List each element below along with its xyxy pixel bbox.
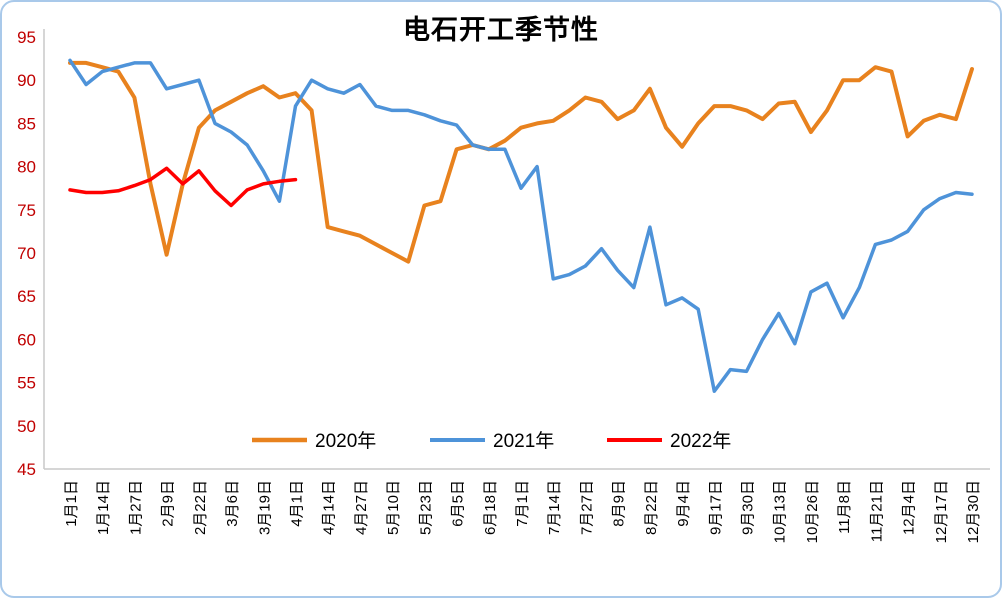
y-tick-label: 95: [17, 28, 36, 47]
y-tick-label: 75: [17, 201, 36, 220]
x-tick-label: 12月17日: [933, 480, 950, 543]
legend-label-1: 2021年: [493, 430, 554, 452]
legend-label-2: 2022年: [670, 430, 731, 452]
x-tick-label: 6月5日: [450, 480, 467, 527]
y-tick-label: 45: [17, 460, 36, 479]
x-tick-label: 5月10日: [385, 480, 402, 535]
y-tick-label: 55: [17, 374, 36, 393]
x-tick-label: 10月13日: [772, 480, 789, 543]
y-tick-label: 80: [17, 158, 36, 177]
x-tick-label: 8月9日: [611, 480, 628, 527]
x-tick-label: 7月1日: [514, 480, 531, 527]
y-tick-label: 60: [17, 330, 36, 349]
x-tick-label: 1月14日: [95, 480, 112, 535]
x-tick-label: 7月27日: [578, 480, 595, 535]
x-tick-label: 12月4日: [901, 480, 918, 535]
x-tick-label: 11月8日: [836, 480, 853, 534]
x-tick-label: 8月22日: [643, 480, 660, 535]
y-tick-label: 65: [17, 287, 36, 306]
y-tick-label: 85: [17, 114, 36, 133]
x-tick-label: 6月18日: [482, 480, 499, 535]
x-tick-label: 11月21日: [868, 480, 885, 542]
x-tick-label: 10月26日: [804, 480, 821, 543]
legend-label-0: 2020年: [315, 430, 376, 452]
x-tick-label: 1月1日: [63, 480, 80, 527]
x-tick-label: 9月30日: [740, 480, 757, 535]
x-tick-label: 7月14日: [546, 480, 563, 535]
x-tick-label: 4月1日: [289, 480, 306, 527]
x-tick-label: 3月6日: [224, 480, 241, 527]
x-tick-label: 5月23日: [417, 480, 434, 535]
series-line-1: [68, 58, 974, 393]
y-tick-label: 90: [17, 71, 36, 90]
x-tick-label: 4月14日: [321, 480, 338, 535]
x-tick-label: 12月30日: [965, 480, 982, 543]
x-tick-label: 2月9日: [160, 480, 177, 527]
x-tick-label: 2月22日: [192, 480, 209, 535]
x-tick-label: 4月27日: [353, 480, 370, 535]
x-tick-label: 3月19日: [256, 480, 273, 535]
x-tick-label: 9月17日: [707, 480, 724, 535]
y-tick-label: 70: [17, 244, 36, 263]
series-line-0: [68, 60, 974, 264]
x-tick-label: 1月27日: [127, 480, 144, 535]
x-tick-label: 9月4日: [675, 480, 692, 527]
y-tick-label: 50: [17, 417, 36, 436]
chart-title: 电石开工季节性: [403, 15, 599, 45]
series-line-2: [68, 166, 298, 208]
